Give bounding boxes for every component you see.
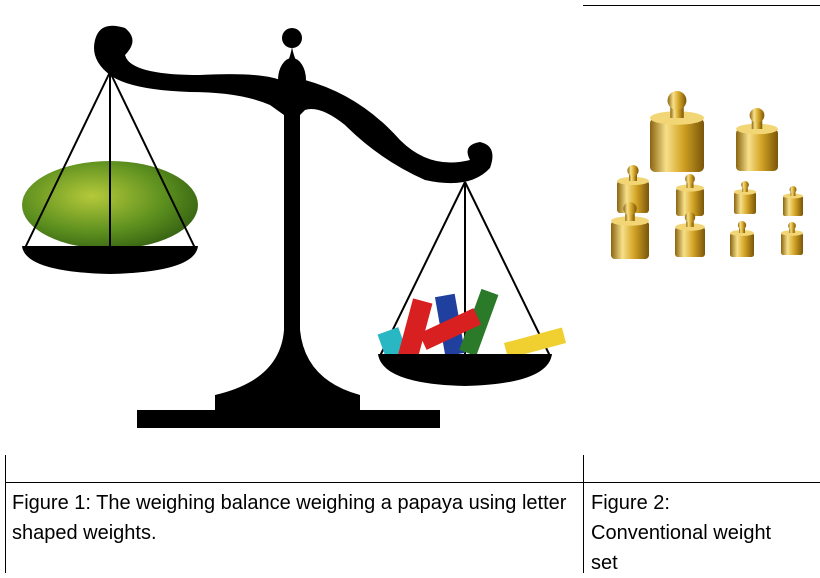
figure-1-caption: Figure 1: The weighing balance weighing … [12, 492, 567, 544]
weight-set-illustration [611, 91, 803, 259]
figure-2-caption: Figure 2: Conventional weight set [591, 492, 772, 574]
table-borders [5, 5, 820, 573]
balance-illustration [22, 25, 567, 428]
